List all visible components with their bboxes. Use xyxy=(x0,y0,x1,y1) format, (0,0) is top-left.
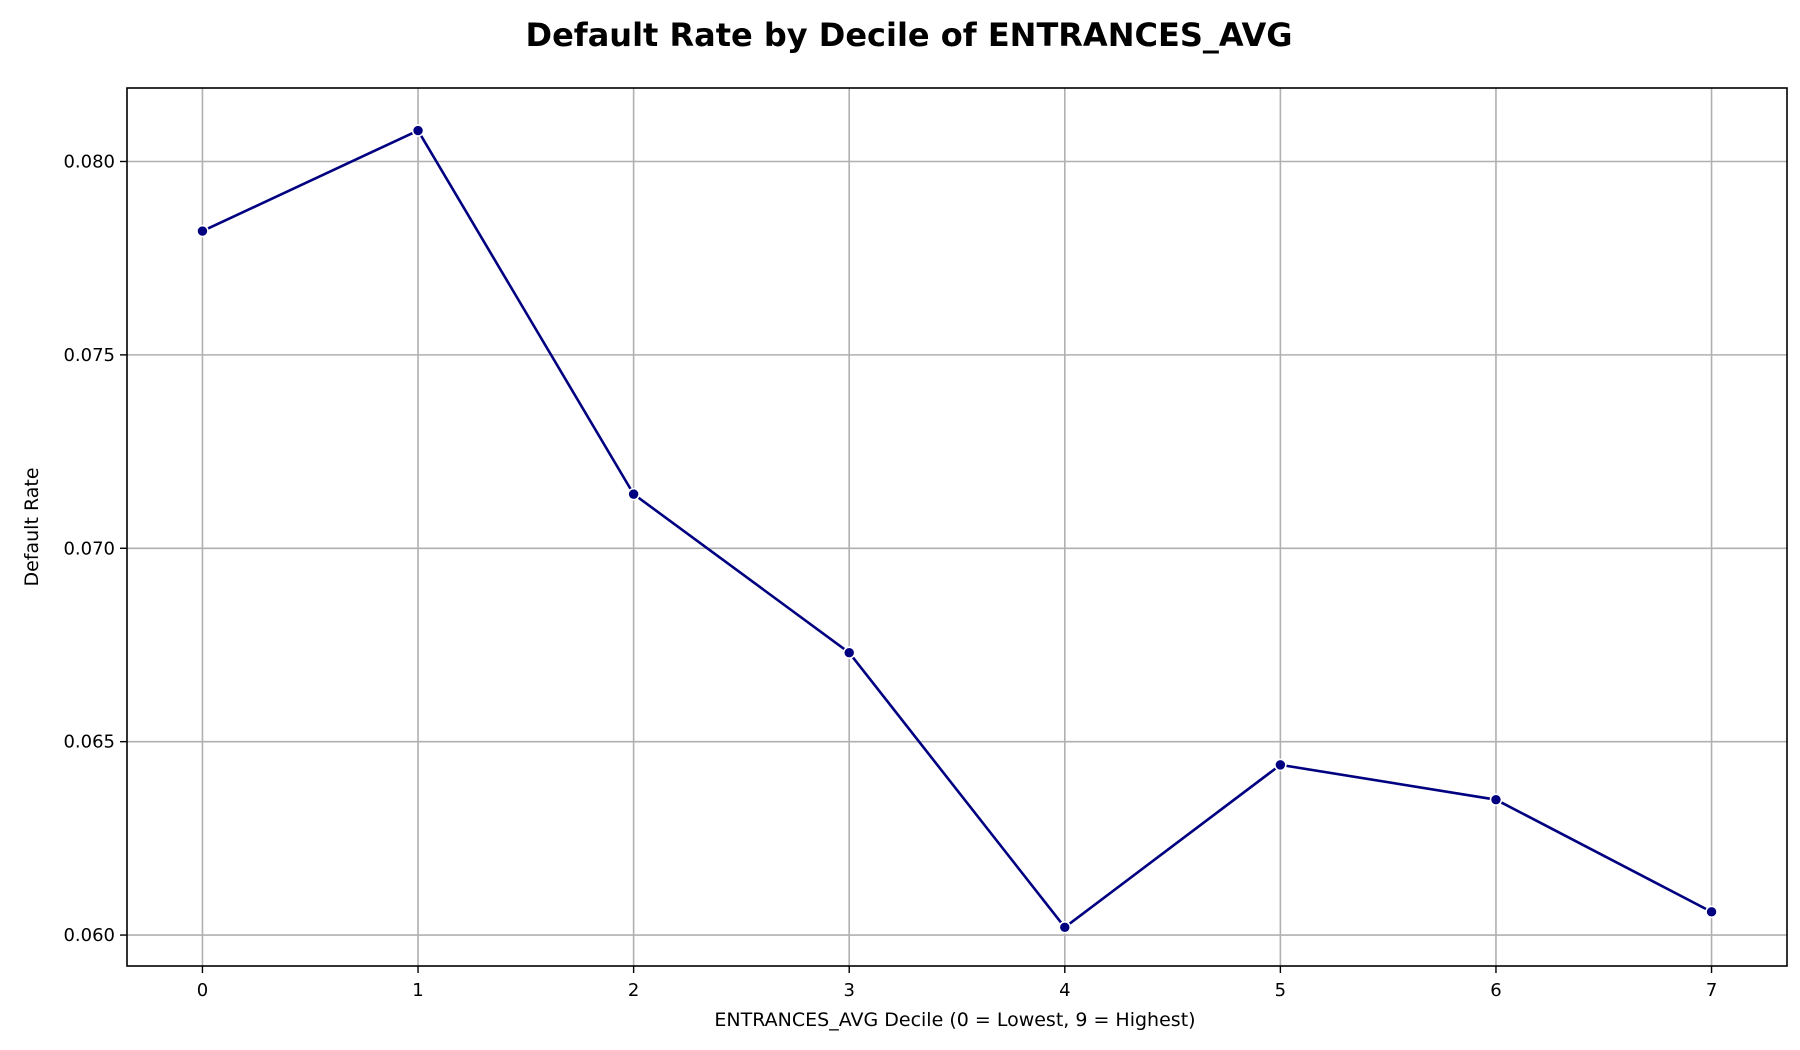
x-tick-label: 5 xyxy=(1275,980,1286,1001)
x-tick-label: 2 xyxy=(628,980,639,1001)
series-line xyxy=(201,128,1713,930)
y-tick-label: 0.065 xyxy=(63,732,115,753)
y-tick-label: 0.075 xyxy=(63,345,115,366)
x-axis: 0 1 2 3 4 5 6 7 xyxy=(197,966,1717,1001)
y-axis-label: Default Rate xyxy=(21,467,43,586)
chart-title: Default Rate by Decile of ENTRANCES_AVG xyxy=(526,16,1293,54)
series-layer xyxy=(196,124,1718,934)
x-tick-label: 4 xyxy=(1059,980,1070,1001)
x-tick-label: 0 xyxy=(197,980,208,1001)
x-axis-label: ENTRANCES_AVG Decile (0 = Lowest, 9 = Hi… xyxy=(714,1009,1195,1031)
data-point xyxy=(842,646,856,660)
grid xyxy=(127,88,1787,966)
y-tick-label: 0.080 xyxy=(63,151,115,172)
x-tick-label: 6 xyxy=(1490,980,1501,1001)
data-point xyxy=(1058,921,1072,934)
y-tick-label: 0.070 xyxy=(63,538,115,559)
data-point xyxy=(1705,905,1718,919)
x-tick-label: 7 xyxy=(1706,980,1717,1001)
y-axis: 0.060 0.065 0.070 0.075 0.080 xyxy=(63,151,127,946)
data-point xyxy=(196,224,209,238)
data-point xyxy=(627,487,640,501)
data-point xyxy=(411,124,425,137)
y-tick-label: 0.060 xyxy=(63,925,115,946)
data-point xyxy=(1489,793,1503,806)
x-tick-label: 3 xyxy=(843,980,854,1001)
plot-frame xyxy=(126,87,1788,967)
data-point xyxy=(1274,758,1287,772)
x-tick-label: 1 xyxy=(412,980,423,1001)
